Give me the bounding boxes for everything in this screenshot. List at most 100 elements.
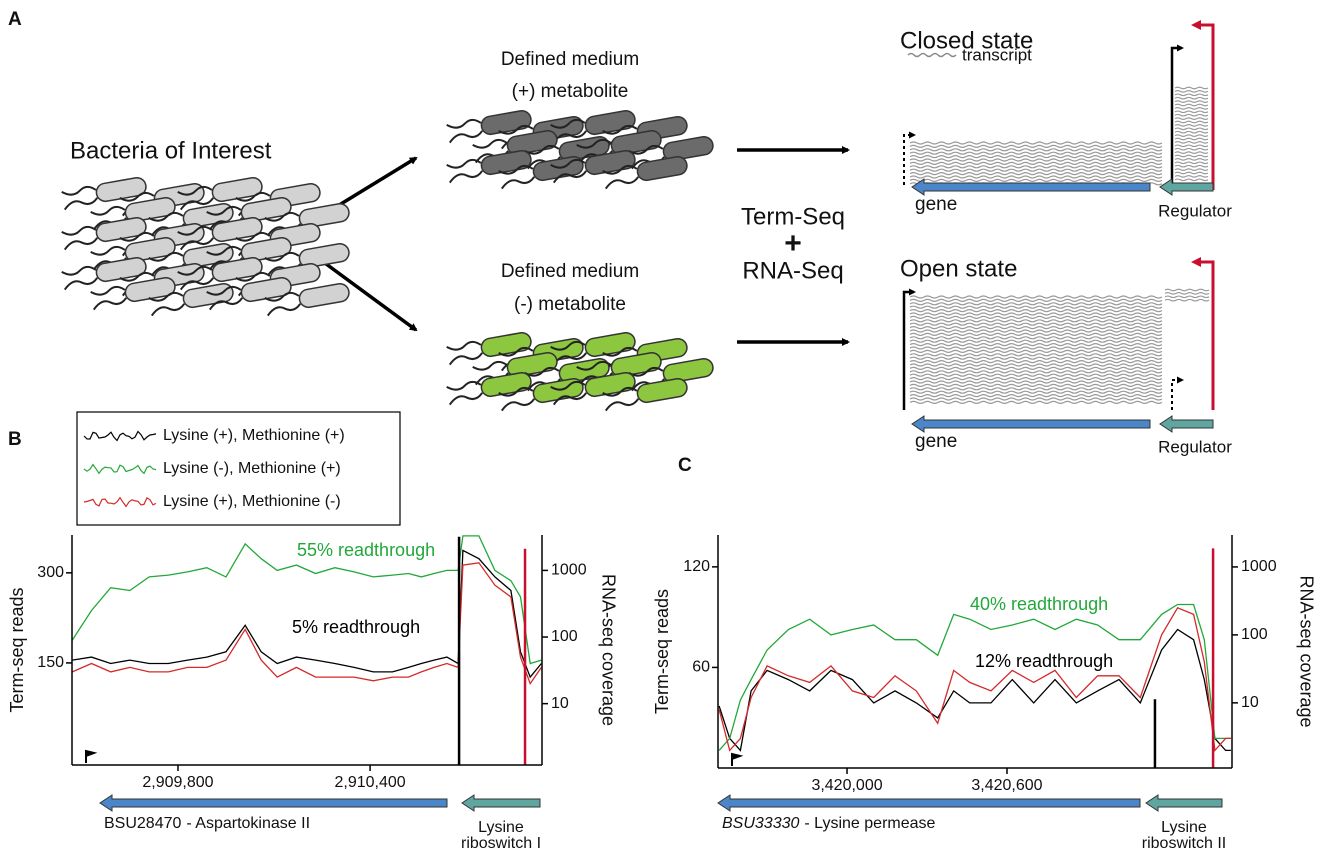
transcript [1175, 169, 1208, 171]
flagellum [501, 399, 536, 411]
transcript [910, 156, 1162, 158]
y2-axis-label: RNA-seq coverage [1296, 575, 1316, 727]
cell-body [182, 282, 234, 308]
regulator-label: Regulator [1158, 201, 1232, 220]
y2-tick-label: 100 [551, 628, 578, 645]
transcript [1175, 179, 1208, 181]
transcript [1175, 165, 1208, 167]
state-title: Open state [900, 255, 1017, 282]
transcript [910, 323, 1162, 325]
medium-label: Defined medium [501, 49, 639, 70]
annotation: 12% readthrough [975, 651, 1113, 671]
flagellum [449, 353, 484, 365]
transcript [910, 384, 1162, 386]
x-tick-label: 3,420,600 [971, 777, 1042, 794]
flagellum [447, 118, 481, 129]
transcript [910, 367, 1162, 369]
transcript [910, 381, 1162, 383]
regulator-label: Lysine [478, 819, 524, 836]
transcript [910, 340, 1162, 342]
flagellum [449, 131, 484, 143]
gene-label: gene [915, 431, 957, 452]
flagellum [449, 393, 484, 405]
transcript [910, 401, 1162, 403]
transcript [910, 166, 1162, 168]
transcript [910, 173, 1162, 175]
transcript [910, 374, 1162, 376]
flagellum [62, 185, 96, 196]
gene-label: gene [915, 194, 957, 215]
annotation: 40% readthrough [970, 594, 1108, 614]
transcript [910, 310, 1162, 312]
transcript [1175, 138, 1208, 140]
flagellum [447, 380, 481, 391]
regulator-arrow [462, 795, 540, 811]
promoter [1172, 380, 1182, 410]
transcript [910, 337, 1162, 339]
transcript [910, 316, 1162, 318]
gene-arrow [718, 795, 1140, 811]
transcript [1175, 145, 1208, 147]
cell-body [298, 282, 350, 308]
transcript [910, 142, 1162, 144]
transcript [1175, 159, 1208, 161]
regulator-arrow [1160, 416, 1213, 432]
flagellum [91, 245, 125, 256]
promoter-flag [732, 754, 740, 766]
regulator-label: Lysine [1161, 819, 1207, 836]
y2-tick-label: 100 [1241, 626, 1268, 643]
flagellum [62, 225, 96, 236]
y2-tick-label: 10 [551, 695, 569, 712]
transcript [910, 330, 1162, 332]
legend-label: Lysine (+), Methionine (+) [163, 427, 345, 444]
regulator-label: riboswitch I [461, 835, 541, 850]
transcript [1175, 155, 1208, 157]
transcript [910, 364, 1162, 366]
transcript [910, 327, 1162, 329]
y2-axis-label: RNA-seq coverage [598, 574, 618, 726]
regulator-label: riboswitch II [1142, 835, 1226, 850]
transcript [1175, 172, 1208, 174]
transcript [910, 162, 1162, 164]
transcript [910, 313, 1162, 315]
panel-label: A [8, 9, 22, 30]
regulator-arrow [1146, 795, 1222, 811]
y-tick-label: 60 [692, 659, 710, 676]
transcript [1175, 152, 1208, 154]
flagellum [605, 177, 640, 189]
method-label: + [784, 227, 802, 260]
y-axis-label: Term-seq reads [7, 587, 27, 712]
flagellum [64, 278, 99, 290]
transcript [1165, 293, 1209, 295]
flagellum [449, 171, 484, 183]
transcript [910, 391, 1162, 393]
terminator [1194, 262, 1213, 410]
gene-arrow [100, 795, 447, 811]
transcript [1175, 162, 1208, 164]
x-tick-label: 3,420,000 [811, 777, 882, 794]
figure: A Bacteria of Interest Defined medium (+… [0, 0, 1321, 850]
transcript [910, 361, 1162, 363]
transcript [1175, 142, 1208, 144]
x-tick-label: 2,909,800 [142, 774, 213, 791]
gene-id: BSU33330 [722, 815, 799, 832]
cell-body [584, 109, 636, 135]
transcript [910, 344, 1162, 346]
transcript [1175, 135, 1208, 137]
flagellum [605, 399, 640, 411]
medium-label: (+) metabolite [512, 81, 629, 102]
transcript [910, 299, 1162, 301]
transcript [910, 378, 1162, 380]
page: {"panel_a": {"label": "A", "bacteria": "… [0, 0, 1321, 850]
transcript [910, 395, 1162, 397]
flagellum [151, 304, 186, 316]
terminator [1194, 25, 1213, 190]
flagellum [447, 340, 481, 351]
annotation: 5% readthrough [292, 617, 420, 637]
flagellum [62, 265, 96, 276]
transcript [1175, 128, 1208, 130]
flagellum [91, 205, 125, 216]
panel-label: C [678, 455, 692, 476]
transcript [1175, 148, 1208, 150]
y-tick-label: 120 [683, 558, 710, 575]
